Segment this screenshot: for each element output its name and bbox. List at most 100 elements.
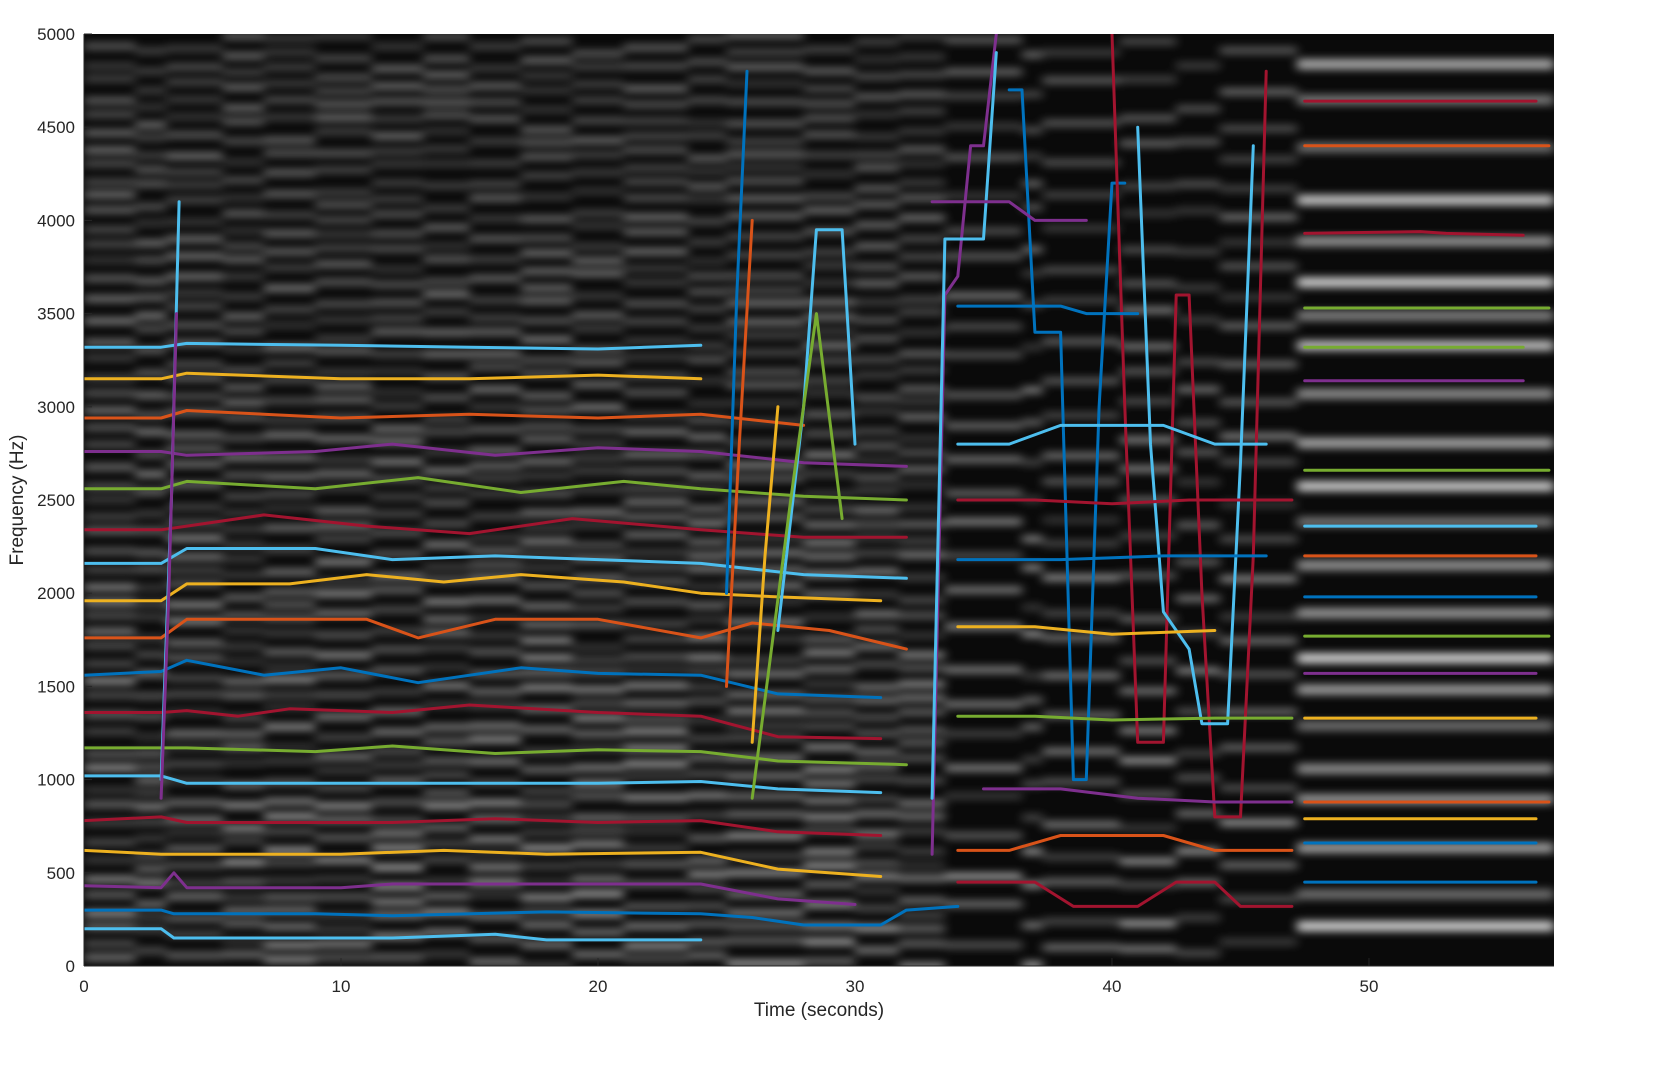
spectrogram-band xyxy=(898,145,945,154)
spectrogram-band xyxy=(166,374,223,383)
spectrogram-band xyxy=(166,617,223,626)
spectrogram-band xyxy=(135,612,167,621)
spectrogram-band xyxy=(135,133,167,142)
spectrogram-band xyxy=(263,343,316,352)
spectrogram-band xyxy=(623,247,688,256)
spectrogram-band xyxy=(572,589,624,598)
spectrogram-band xyxy=(1022,779,1043,788)
x-tick-label: 40 xyxy=(1103,977,1122,996)
spectrogram-band xyxy=(166,321,223,330)
spectrogram-band xyxy=(572,80,624,89)
spectrogram-band xyxy=(726,936,804,945)
spectrogram-band xyxy=(687,856,727,865)
spectrogram-band xyxy=(166,815,223,824)
x-tick-label: 50 xyxy=(1360,977,1379,996)
spectrogram-band xyxy=(854,809,899,818)
spectrogram-band xyxy=(944,764,1023,773)
frequency-tracks xyxy=(84,34,1551,942)
spectrogram-band xyxy=(726,176,804,185)
spectrogram-band xyxy=(315,557,372,566)
spectrogram-band xyxy=(166,252,223,261)
spectrogram-band xyxy=(166,444,223,453)
spectrogram-band xyxy=(135,650,167,659)
spectrogram-band xyxy=(423,681,470,690)
spectrogram-band xyxy=(315,165,372,174)
spectrogram-band xyxy=(166,879,223,888)
y-axis-label: Frequency (Hz) xyxy=(7,435,28,566)
spectrogram-band xyxy=(469,98,521,107)
spectrogram-band xyxy=(1042,337,1120,346)
spectrogram-band xyxy=(166,798,223,807)
spectrogram-band xyxy=(803,99,855,108)
spectrogram-band xyxy=(371,195,424,204)
spectrogram-band xyxy=(371,457,424,466)
spectrogram-band xyxy=(315,784,372,793)
spectrogram-band xyxy=(222,272,264,281)
spectrogram-band xyxy=(371,761,424,770)
spectrogram-band xyxy=(854,262,899,271)
spectrogram-band xyxy=(371,402,424,411)
spectrogram-band xyxy=(469,631,521,640)
spectrogram-band xyxy=(898,911,945,920)
spectrogram-band xyxy=(166,288,223,297)
spectrogram-band xyxy=(623,227,688,236)
spectrogram-band xyxy=(371,42,424,51)
spectrogram-band xyxy=(572,643,624,652)
spectrogram-band xyxy=(263,846,316,855)
spectrogram-band xyxy=(135,834,167,843)
spectrogram-band xyxy=(1297,888,1554,900)
spectrogram-band xyxy=(469,863,521,872)
spectrogram-band xyxy=(315,434,372,443)
spectrogram-band xyxy=(520,523,573,532)
spectrogram-band xyxy=(423,467,470,476)
spectrogram-band xyxy=(1219,612,1298,621)
spectrogram-band xyxy=(623,530,688,539)
spectrogram-band xyxy=(687,504,727,513)
track-series-49 xyxy=(956,423,1268,446)
spectrogram-band xyxy=(469,446,521,455)
spectrogram-band xyxy=(222,176,264,185)
spectrogram-band xyxy=(520,422,573,431)
spectrogram-band xyxy=(944,831,1023,840)
spectrogram-band xyxy=(84,110,136,119)
spectrogram-band xyxy=(687,238,727,247)
spectrogram-band xyxy=(263,941,316,950)
spectrogram-band xyxy=(222,657,264,666)
spectrogram-band xyxy=(1119,857,1177,866)
spectrogram-band xyxy=(1219,155,1298,164)
spectrogram-band xyxy=(1297,516,1554,528)
spectrogram-band xyxy=(1297,340,1554,352)
spectrogram-band xyxy=(135,900,167,909)
spectrogram-band xyxy=(854,371,899,380)
spectrogram-band xyxy=(572,792,624,801)
spectrogram-band xyxy=(572,950,624,959)
spectrogram-band xyxy=(166,552,223,561)
spectrogram-band xyxy=(423,484,470,493)
spectrogram-band xyxy=(84,294,136,303)
spectrogram-band xyxy=(84,691,136,700)
spectrogram-band xyxy=(469,878,521,887)
spectrogram-band xyxy=(263,588,316,597)
spectrogram-band xyxy=(854,316,899,325)
spectrogram-band xyxy=(166,112,223,121)
spectrogram-band xyxy=(166,534,223,543)
spectrogram-band xyxy=(423,372,470,381)
spectrogram-band xyxy=(222,554,264,563)
spectrogram-band xyxy=(944,391,1023,400)
spectrogram-band xyxy=(371,178,424,187)
spectrogram-band xyxy=(1219,636,1298,645)
spectrogram-band xyxy=(263,247,316,256)
spectrogram-band xyxy=(898,726,945,735)
spectrogram-band xyxy=(944,322,1023,331)
spectrogram-band xyxy=(572,620,624,629)
spectrogram-band xyxy=(520,814,573,823)
spectrogram-band xyxy=(1022,343,1043,352)
spectrogram-band xyxy=(803,45,855,54)
spectrogram-band xyxy=(315,522,372,531)
x-axis-label: Time (seconds) xyxy=(754,1000,884,1021)
spectrogram-band xyxy=(371,728,424,737)
spectrogram-band xyxy=(1297,437,1554,449)
spectrogram-band xyxy=(854,748,899,757)
spectrogram-band xyxy=(623,860,688,869)
spectrogram-band xyxy=(623,43,688,52)
